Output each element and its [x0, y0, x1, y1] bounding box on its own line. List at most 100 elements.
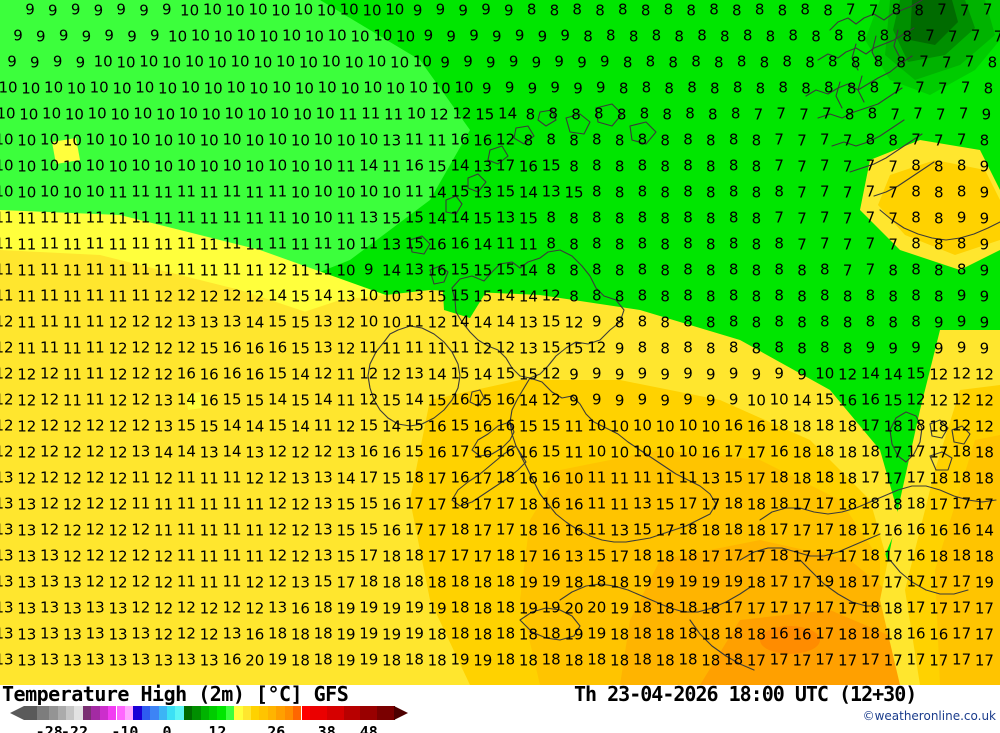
grid-value: 13 — [0, 598, 14, 617]
grid-value: 11 — [85, 260, 105, 279]
grid-value: 8 — [911, 260, 921, 279]
grid-value: 18 — [564, 573, 584, 592]
grid-value: 14 — [245, 417, 265, 436]
grid-value: 13 — [313, 494, 333, 513]
grid-value: 11 — [131, 182, 151, 201]
grid-value: 8 — [778, 78, 788, 97]
grid-value: 18 — [974, 547, 994, 566]
grid-value: 16 — [929, 625, 949, 644]
temperature-map[interactable]: 9 9 9 9 9 9 9 10 10 10 10 10 10 10 10 10 10 9 9 9 9 9 8 8 8 8 8 8 8 8… — [0, 0, 1000, 685]
grid-value: 10 — [162, 53, 182, 72]
grid-value: 16 — [427, 417, 447, 436]
grid-value: 10 — [133, 104, 153, 123]
grid-value: 8 — [663, 0, 674, 19]
grid-value: 8 — [911, 208, 921, 227]
grid-value: 15 — [404, 442, 424, 461]
grid-value: 12 — [199, 625, 219, 644]
grid-value: 16 — [952, 520, 972, 539]
grid-value: 17 — [815, 650, 835, 669]
grid-value: 10 — [131, 156, 151, 175]
grid-value: 12 — [473, 339, 493, 358]
grid-value: 8 — [934, 157, 944, 176]
grid-value: 13 — [0, 650, 14, 669]
grid-value: 18 — [792, 469, 812, 488]
grid-value: 18 — [838, 417, 858, 436]
grid-value: 8 — [732, 1, 742, 20]
grid-value: 11 — [336, 391, 356, 410]
grid-value: 12 — [62, 495, 82, 514]
grid-value: 8 — [683, 312, 693, 331]
grid-value: 15 — [336, 495, 356, 514]
colorbar-tick-label: 48 — [359, 723, 378, 733]
grid-value: 12 — [154, 469, 174, 488]
grid-value: 8 — [640, 1, 651, 20]
colorbar-swatch — [82, 706, 92, 720]
grid-value: 10 — [272, 78, 292, 97]
grid-value: 10 — [89, 78, 109, 97]
grid-value: 8 — [569, 131, 579, 150]
grid-value: 14 — [860, 364, 880, 383]
grid-value: 18 — [290, 651, 310, 670]
grid-value: 11 — [108, 235, 128, 254]
grid-value: 11 — [290, 235, 310, 254]
grid-value: 12 — [40, 364, 60, 383]
grid-value: 18 — [860, 546, 880, 565]
grid-value: 12 — [108, 495, 128, 514]
grid-value: 18 — [655, 547, 675, 566]
grid-value: 9 — [592, 364, 602, 383]
grid-value: 9 — [865, 338, 876, 357]
grid-value: 12 — [952, 390, 972, 409]
grid-value: 12 — [85, 572, 105, 591]
grid-value: 13 — [632, 494, 652, 513]
grid-value: 17 — [952, 494, 972, 513]
grid-value: 10 — [632, 442, 652, 461]
grid-value: 18 — [404, 546, 424, 565]
grid-value: 12 — [0, 338, 14, 357]
grid-value: 11 — [62, 209, 82, 228]
grid-value: 9 — [508, 52, 519, 71]
grid-value: 12 — [176, 338, 196, 357]
grid-value: 7 — [842, 209, 853, 228]
grid-value: 9 — [979, 157, 990, 176]
grid-value: 12 — [268, 260, 288, 279]
grid-value: 11 — [0, 234, 14, 253]
grid-value: 8 — [614, 209, 625, 228]
grid-value: 9 — [482, 79, 492, 98]
grid-value: 10 — [632, 416, 652, 435]
grid-value: 17 — [724, 598, 744, 617]
grid-value: 17 — [906, 572, 926, 591]
grid-value: 8 — [572, 0, 582, 19]
grid-value: 18 — [769, 468, 789, 487]
grid-value: 10 — [373, 26, 393, 45]
grid-value: 9 — [728, 390, 739, 409]
grid-value: 7 — [797, 131, 807, 150]
grid-value: 18 — [838, 495, 858, 514]
grid-value: 10 — [85, 130, 105, 149]
grid-value: 13 — [404, 286, 424, 305]
grid-value: 12 — [154, 547, 174, 566]
grid-value: 9 — [614, 365, 625, 384]
grid-value: 17 — [724, 546, 744, 565]
grid-value: 18 — [518, 495, 538, 514]
grid-value: 9 — [592, 312, 602, 331]
grid-value: 18 — [860, 598, 880, 617]
grid-value: 9 — [728, 364, 739, 383]
map-footer: Temperature High (2m) [°C] GFS Th 23-04-… — [0, 682, 1000, 733]
grid-value: 12 — [108, 417, 128, 436]
grid-value: 14 — [496, 286, 516, 305]
grid-value: 8 — [660, 261, 670, 280]
grid-value: 13 — [154, 651, 174, 670]
grid-value: 10 — [316, 1, 336, 20]
grid-value: 17 — [746, 443, 766, 462]
grid-value: 11 — [62, 391, 82, 410]
grid-value: 12 — [131, 598, 151, 617]
grid-value: 17 — [427, 521, 447, 540]
temperature-colorbar[interactable]: -28 -22 -10 0 12 26 38 48 — [10, 706, 408, 733]
grid-value: 10 — [610, 417, 630, 436]
grid-value: 18 — [838, 443, 858, 462]
grid-value: 15 — [518, 365, 538, 384]
grid-value: 16 — [245, 339, 265, 358]
grid-value: 18 — [906, 416, 926, 435]
grid-value: 13 — [473, 183, 493, 202]
grid-value: 8 — [641, 78, 652, 97]
